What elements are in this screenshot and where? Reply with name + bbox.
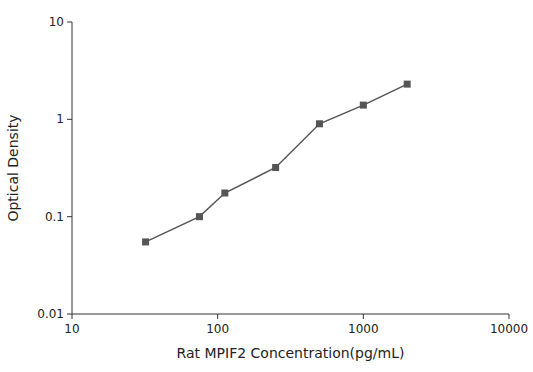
y-tick [67, 314, 72, 315]
y-axis-line [72, 22, 73, 314]
chart: 10 100 1000 10000 0.01 0.1 1 10 Rat MPIF2 Concen… [0, 0, 533, 372]
marker [404, 81, 411, 88]
x-tick [72, 314, 73, 319]
y-tick-label: 1 [56, 112, 64, 126]
x-tick-label: 10000 [490, 322, 528, 336]
x-tick-label: 1000 [348, 322, 379, 336]
y-tick-label: 0.01 [37, 307, 64, 321]
marker [360, 102, 367, 109]
marker [272, 164, 279, 171]
x-tick [217, 314, 218, 319]
y-tick [67, 22, 72, 23]
chart-container: 10 100 1000 10000 0.01 0.1 1 10 Rat MPIF2 Concen… [0, 0, 533, 372]
x-tick [363, 314, 364, 319]
x-tick-label: 100 [206, 322, 229, 336]
marker [196, 213, 203, 220]
axes: 10 100 1000 10000 0.01 0.1 1 10 [37, 15, 528, 336]
y-axis-label: Optical Density [5, 114, 21, 221]
y-tick [67, 119, 72, 120]
y-tick-label: 10 [49, 15, 64, 29]
marker [221, 190, 228, 197]
x-tick-label: 10 [64, 322, 79, 336]
line [146, 84, 408, 242]
x-tick [509, 314, 510, 319]
marker [142, 238, 149, 245]
x-axis-label: Rat MPIF2 Concentration(pg/mL) [177, 345, 405, 361]
y-tick [67, 216, 72, 217]
y-tick-label: 0.1 [45, 210, 64, 224]
x-axis-line [72, 314, 509, 315]
marker [316, 120, 323, 127]
plot-area [142, 81, 411, 246]
